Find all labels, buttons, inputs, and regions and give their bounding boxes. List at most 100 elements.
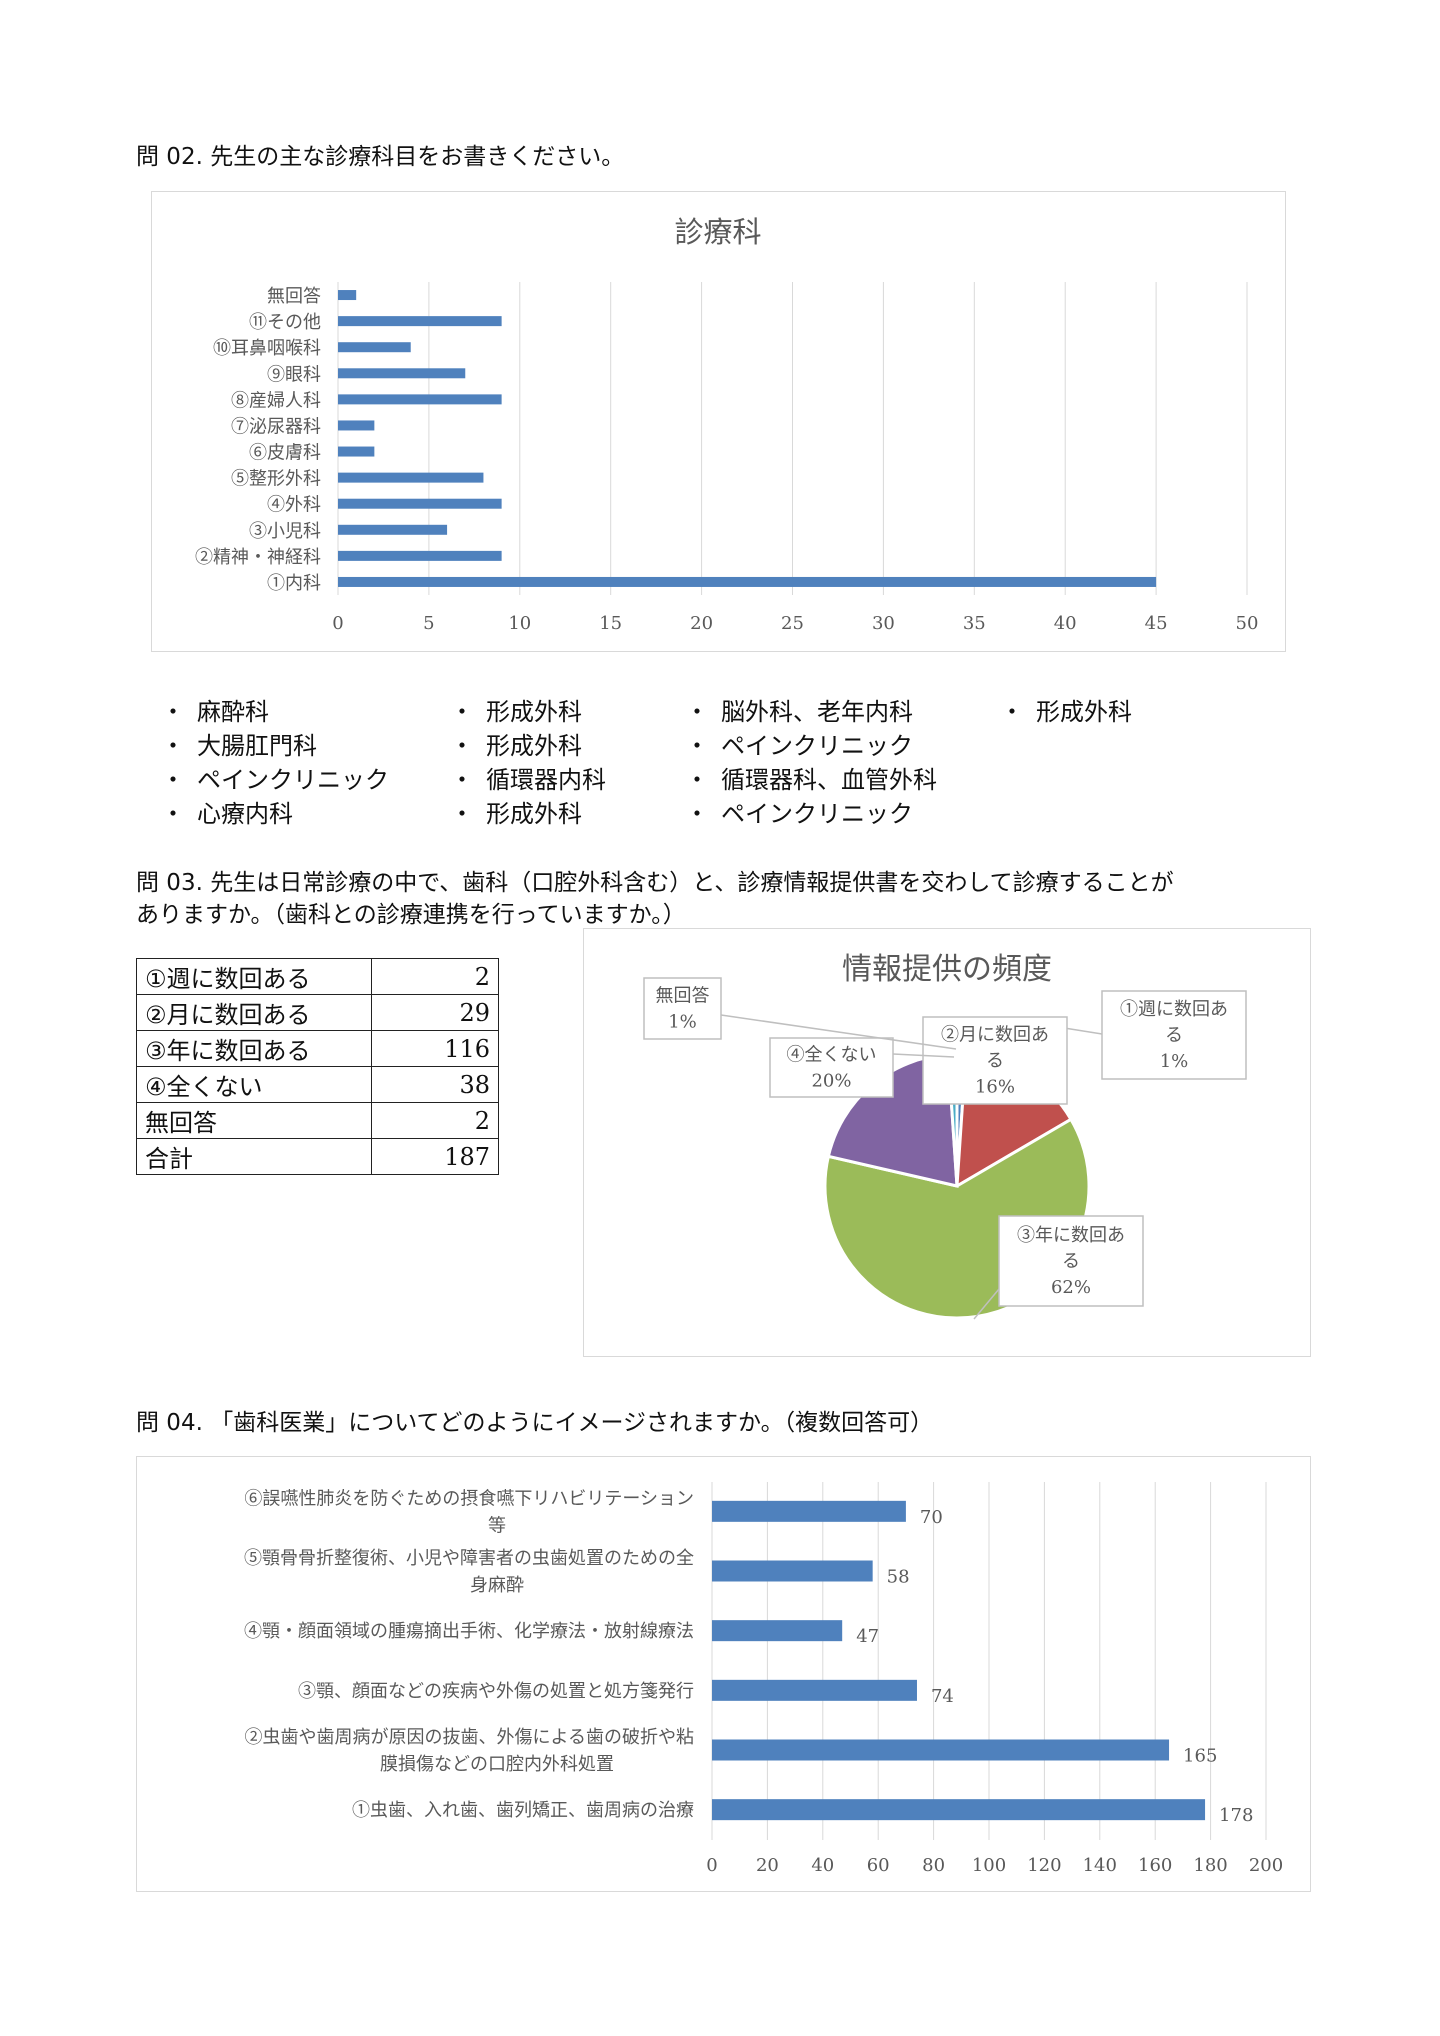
data-label: 62% [1051, 1277, 1091, 1298]
x-tick-label: 80 [922, 1855, 945, 1876]
frequency-table: ①週に数回ある 2 ②月に数回ある 29 ③年に数回ある 116 ④全くない 38 無回答 2 合計… [136, 958, 499, 1175]
bullet-marker: ・ [450, 800, 474, 828]
bar [712, 1739, 1170, 1761]
table-row: 無回答 2 [136, 1102, 499, 1139]
y-category-label: ①内科 [267, 573, 321, 594]
x-tick-label: 5 [423, 613, 434, 634]
other-answer-item: 循環器科、血管外科 [721, 766, 937, 794]
data-label: 無回答 [656, 986, 710, 1007]
chart-dental-image: 0 20 40 60 80 100 120 140 160 180 200 178 ①虫歯、入れ歯、歯列… [136, 1456, 1311, 1892]
x-tick-label: 0 [332, 613, 343, 634]
table-row: ③年に数回ある 116 [136, 1030, 499, 1067]
other-answer-item: ペインクリニック [197, 766, 389, 794]
bar [712, 1799, 1206, 1821]
table-row: ①週に数回ある 2 [136, 958, 499, 995]
bullet-marker: ・ [450, 698, 474, 726]
bullet-marker: ・ [685, 766, 709, 794]
data-label: ③年に数回あ [1017, 1225, 1125, 1246]
other-answer-item: 形成外科 [1036, 698, 1132, 726]
bullet-marker: ・ [161, 800, 185, 828]
data-label-box [998, 1215, 1144, 1307]
data-label-box [769, 1037, 894, 1098]
data-label: る [1165, 1025, 1183, 1046]
bullet-marker: ・ [161, 766, 185, 794]
chart-title: 診療科 [674, 215, 761, 249]
row-label: ①週に数回ある [136, 958, 372, 995]
row-value: 187 [371, 1138, 499, 1175]
table-row: 合計 187 [136, 1138, 499, 1175]
x-tick-label: 160 [1138, 1855, 1172, 1876]
row-value: 2 [371, 958, 499, 995]
x-tick-label: 25 [781, 613, 804, 634]
other-answer-item: 形成外科 [486, 732, 582, 760]
leader-line [973, 1288, 1000, 1320]
y-category-label: 膜損傷などの口腔内外科処置 [380, 1754, 614, 1775]
table-row: ②月に数回ある 29 [136, 994, 499, 1031]
other-answer-item: ペインクリニック [721, 800, 913, 828]
row-label: ④全くない [136, 1066, 372, 1103]
bar [338, 576, 1157, 587]
x-tick-label: 35 [963, 613, 986, 634]
data-label: ①週に数回あ [1120, 999, 1228, 1020]
row-label: ③年に数回ある [136, 1030, 372, 1067]
other-answer-item: 形成外科 [486, 800, 582, 828]
x-tick-label: 45 [1145, 613, 1168, 634]
y-category-label: ⑥皮膚科 [249, 443, 321, 464]
y-category-label: ⑧産婦人科 [231, 390, 321, 411]
data-label: 58 [887, 1567, 910, 1588]
x-tick-label: 15 [599, 613, 622, 634]
y-category-label: ①虫歯、入れ歯、歯列矯正、歯周病の治療 [352, 1800, 694, 1821]
other-answer-item: 麻酔科 [197, 698, 269, 726]
y-category-label: ⑤整形外科 [231, 469, 321, 490]
bullet-marker: ・ [685, 698, 709, 726]
y-category-label: ⑥誤嚥性肺炎を防ぐための摂食嚥下リハビリテーション [244, 1488, 694, 1509]
data-label: ②月に数回あ [941, 1025, 1049, 1046]
x-tick-label: 40 [1054, 613, 1077, 634]
other-answer-item: 心療内科 [197, 800, 293, 828]
x-tick-label: 120 [1027, 1855, 1061, 1876]
bar [338, 316, 502, 327]
bullet-marker: ・ [685, 732, 709, 760]
data-label-box [1101, 990, 1247, 1080]
chart-frequency-pie: 情報提供の頻度 ①週に数回ある 1% ②月に数回ある 16% ③年に数回ある 62% ④全くな… [583, 928, 1311, 1357]
row-label: 合計 [136, 1138, 372, 1175]
bar [338, 472, 484, 483]
y-category-label: ③小児科 [249, 521, 321, 542]
data-label-box [643, 977, 722, 1040]
data-label: 20% [811, 1071, 851, 1092]
y-category-label: ④外科 [267, 495, 321, 516]
x-tick-label: 50 [1236, 613, 1259, 634]
row-value: 116 [371, 1030, 499, 1067]
x-tick-label: 180 [1193, 1855, 1227, 1876]
chart-title: 情報提供の頻度 [842, 952, 1052, 987]
bullet-marker: ・ [685, 800, 709, 828]
data-label: 1% [1160, 1051, 1189, 1072]
row-value: 29 [371, 994, 499, 1031]
leader-line [720, 1014, 957, 1050]
bullet-marker: ・ [161, 732, 185, 760]
y-category-label: ⑩耳鼻咽喉科 [213, 338, 321, 359]
y-category-label: ④顎・顔面領域の腫瘍摘出手術、化学療法・放射線療法 [244, 1621, 694, 1642]
chart-dental-image-svg: 0 20 40 60 80 100 120 140 160 180 200 178 ①虫歯、入れ歯、歯列… [244, 1482, 1283, 1876]
leader-line [892, 1053, 955, 1058]
data-label: 47 [856, 1626, 879, 1647]
y-category-label: ⑦泌尿器科 [231, 416, 321, 437]
other-answer-item: 循環器内科 [486, 766, 606, 794]
bullet-marker: ・ [450, 766, 474, 794]
other-answer-item: 大腸肛門科 [197, 732, 317, 760]
other-answer-item: ペインクリニック [721, 732, 913, 760]
y-category-label: ②精神・神経科 [195, 547, 321, 568]
x-tick-label: 100 [972, 1855, 1006, 1876]
x-tick-label: 40 [811, 1855, 834, 1876]
x-tick-label: 20 [690, 613, 713, 634]
bar [338, 290, 357, 301]
bar [712, 1560, 873, 1582]
other-answer-item: 脳外科、老年内科 [721, 698, 913, 726]
bar [712, 1679, 917, 1701]
bar [712, 1500, 906, 1522]
y-category-label: 身麻酔 [470, 1575, 524, 1596]
chart-specialty-svg: 診療科 0 5 10 15 20 25 30 35 40 45 50 ①内科 ②精神・神経科 ③小児科 ④外科… [195, 215, 1259, 634]
y-category-label: 等 [488, 1515, 506, 1536]
bar [338, 446, 375, 457]
bullet-marker: ・ [450, 732, 474, 760]
